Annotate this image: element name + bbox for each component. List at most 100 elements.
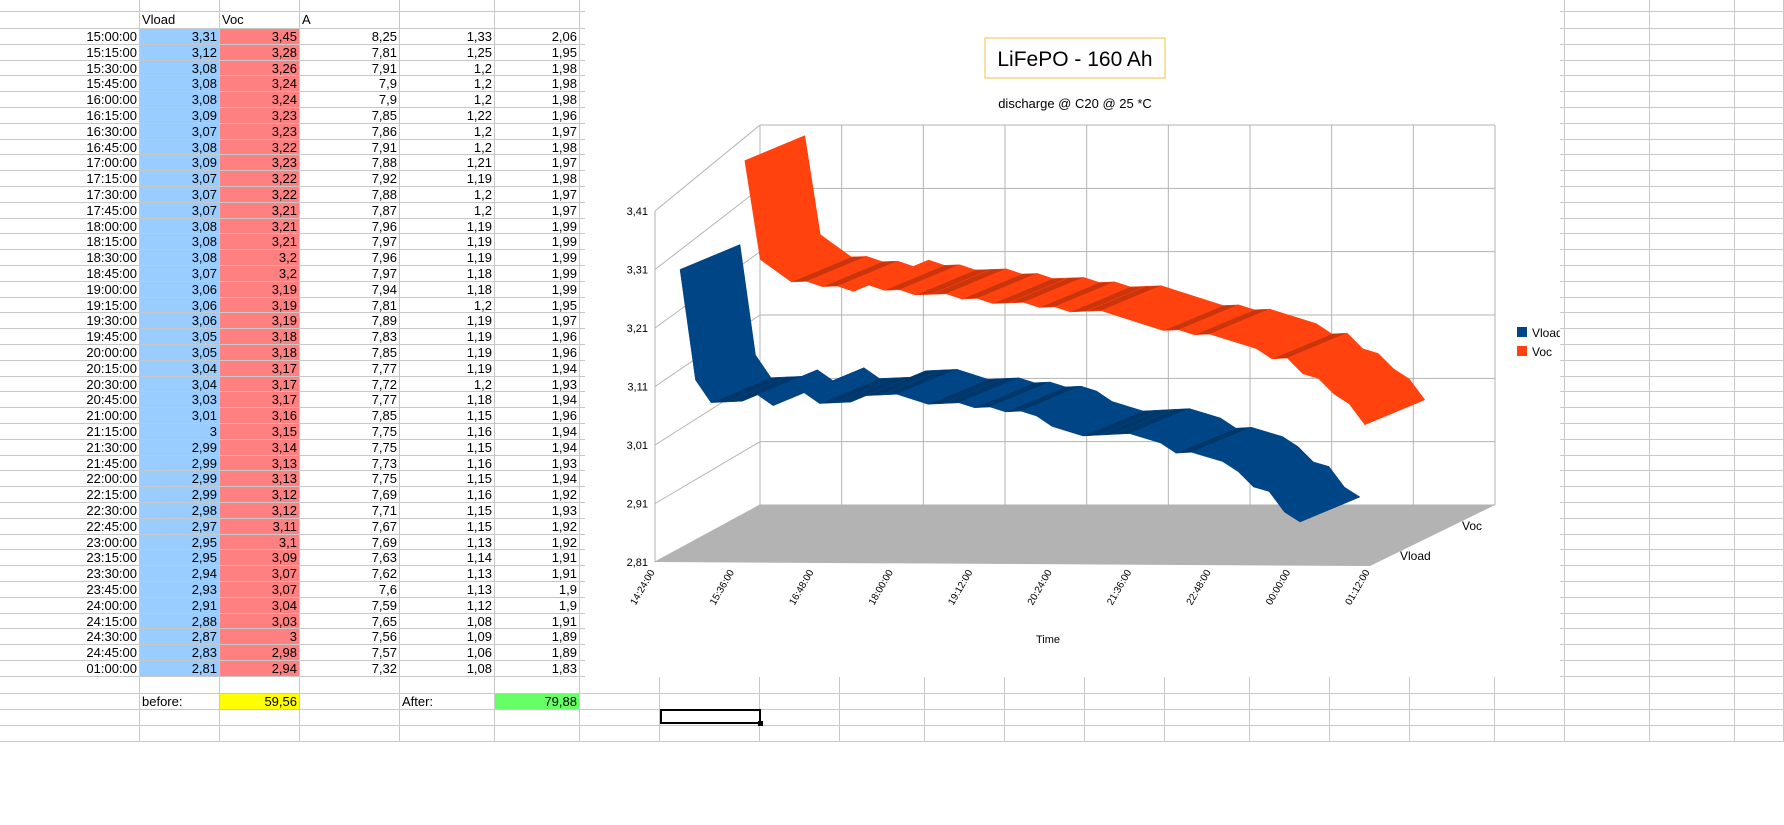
data-cell[interactable]: 1,19 — [400, 171, 495, 186]
data-cell[interactable]: 1,22 — [400, 108, 495, 123]
data-cell[interactable]: 1,2 — [400, 187, 495, 202]
data-cell[interactable]: 1,18 — [400, 281, 495, 297]
cell[interactable] — [1650, 171, 1735, 186]
cell[interactable] — [1565, 44, 1650, 60]
cell[interactable] — [1735, 297, 1784, 313]
cell[interactable] — [1565, 676, 1650, 693]
data-cell[interactable]: 3,05 — [140, 345, 220, 360]
cell[interactable] — [580, 725, 660, 741]
data-cell[interactable]: 2,81 — [140, 661, 220, 676]
data-cell[interactable]: 7,81 — [300, 44, 400, 60]
data-cell[interactable]: 3,31 — [140, 29, 220, 44]
cell[interactable] — [1735, 392, 1784, 408]
data-cell[interactable]: 16:00:00 — [0, 92, 140, 107]
data-cell[interactable]: 1,83 — [495, 661, 580, 676]
cell[interactable] — [1735, 187, 1784, 202]
cell[interactable] — [1410, 709, 1495, 725]
cell[interactable] — [760, 725, 840, 741]
data-cell[interactable]: 1,18 — [400, 266, 495, 281]
data-cell[interactable]: 7,9 — [300, 76, 400, 92]
cell[interactable] — [1650, 582, 1735, 597]
data-cell[interactable]: 7,86 — [300, 123, 400, 139]
cell[interactable] — [1495, 108, 1565, 123]
data-cell[interactable]: 1,16 — [400, 455, 495, 471]
cell[interactable] — [1735, 550, 1784, 566]
data-cell[interactable]: 3,19 — [220, 297, 300, 313]
cell[interactable] — [1650, 29, 1735, 44]
cell[interactable] — [140, 676, 220, 693]
data-cell[interactable]: 3,18 — [220, 345, 300, 360]
data-cell[interactable]: 1,98 — [495, 171, 580, 186]
data-cell[interactable]: 3,04 — [140, 360, 220, 376]
data-cell[interactable]: 7,83 — [300, 329, 400, 344]
cell[interactable] — [1495, 566, 1565, 581]
data-cell[interactable]: 3,21 — [220, 202, 300, 218]
data-cell[interactable]: 3,17 — [220, 360, 300, 376]
data-cell[interactable]: 1,25 — [400, 44, 495, 60]
cell[interactable] — [1250, 725, 1330, 741]
data-cell[interactable]: 20:30:00 — [0, 376, 140, 392]
cell[interactable] — [1650, 725, 1735, 741]
cell[interactable] — [1565, 597, 1650, 613]
cell[interactable] — [1735, 0, 1784, 11]
data-cell[interactable]: 3,12 — [140, 44, 220, 60]
cell[interactable] — [1565, 503, 1650, 518]
cell[interactable] — [1495, 613, 1565, 629]
data-cell[interactable]: 1,92 — [495, 518, 580, 534]
cell[interactable] — [1735, 281, 1784, 297]
data-cell[interactable]: 3 — [140, 424, 220, 439]
data-cell[interactable]: 1,91 — [495, 550, 580, 566]
cell[interactable] — [1495, 313, 1565, 329]
cell[interactable] — [1650, 139, 1735, 155]
cell[interactable] — [1735, 313, 1784, 329]
data-cell[interactable]: 17:00:00 — [0, 155, 140, 171]
cell[interactable] — [1650, 92, 1735, 107]
cell[interactable] — [1165, 693, 1250, 709]
data-cell[interactable]: 7,75 — [300, 439, 400, 455]
before-label[interactable]: before: — [140, 693, 220, 709]
cell[interactable] — [1650, 629, 1735, 645]
cell[interactable] — [1650, 155, 1735, 171]
cell[interactable] — [840, 709, 925, 725]
cell[interactable] — [925, 725, 1005, 741]
data-cell[interactable]: 1,19 — [400, 329, 495, 344]
data-cell[interactable]: 1,15 — [400, 471, 495, 487]
cell[interactable] — [1495, 597, 1565, 613]
cell[interactable] — [1495, 329, 1565, 344]
data-cell[interactable]: 1,12 — [400, 597, 495, 613]
cell[interactable] — [1330, 693, 1410, 709]
cell[interactable] — [1650, 518, 1735, 534]
cell[interactable] — [1005, 676, 1085, 693]
data-cell[interactable]: 3,09 — [220, 550, 300, 566]
cell[interactable] — [1330, 676, 1410, 693]
cell[interactable] — [660, 693, 760, 709]
cell[interactable] — [1495, 92, 1565, 107]
data-cell[interactable]: 16:45:00 — [0, 139, 140, 155]
cell[interactable] — [1565, 313, 1650, 329]
cell[interactable] — [1495, 693, 1565, 709]
cell[interactable] — [1650, 218, 1735, 234]
cell[interactable] — [1495, 725, 1565, 741]
data-cell[interactable]: 3,14 — [220, 439, 300, 455]
cell[interactable] — [1165, 709, 1250, 725]
cell[interactable] — [1650, 455, 1735, 471]
data-cell[interactable]: 1,93 — [495, 455, 580, 471]
cell[interactable] — [1650, 613, 1735, 629]
data-cell[interactable]: 19:45:00 — [0, 329, 140, 344]
data-cell[interactable]: 24:00:00 — [0, 597, 140, 613]
cell[interactable] — [1650, 645, 1735, 660]
cell[interactable] — [1650, 709, 1735, 725]
data-cell[interactable]: 2,99 — [140, 439, 220, 455]
data-cell[interactable]: 18:30:00 — [0, 250, 140, 265]
data-cell[interactable]: 2,95 — [140, 550, 220, 566]
data-cell[interactable]: 3,04 — [220, 597, 300, 613]
cell[interactable] — [1495, 218, 1565, 234]
cell[interactable] — [1495, 518, 1565, 534]
data-cell[interactable]: 1,15 — [400, 408, 495, 423]
data-cell[interactable]: 20:45:00 — [0, 392, 140, 408]
data-cell[interactable]: 3,07 — [140, 123, 220, 139]
cell[interactable] — [495, 725, 580, 741]
data-cell[interactable]: 2,94 — [220, 661, 300, 676]
data-cell[interactable]: 7,89 — [300, 313, 400, 329]
data-cell[interactable]: 7,91 — [300, 139, 400, 155]
